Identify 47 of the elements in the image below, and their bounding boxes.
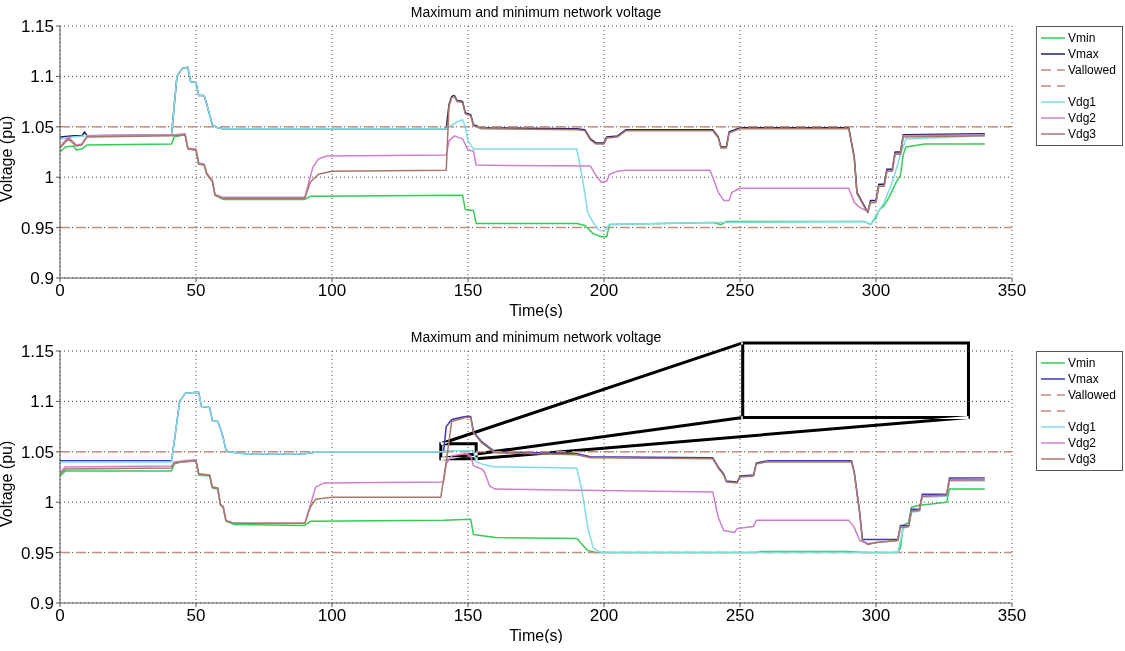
legend-label: Vdg3 [1068, 127, 1097, 141]
x-tick-label: 100 [317, 281, 347, 301]
line-series [60, 95, 986, 213]
line-series [60, 133, 986, 213]
y-tick-label: 1 [44, 493, 54, 513]
y-tick-label: 0.9 [30, 594, 54, 614]
y-tick-label: 1.05 [20, 117, 54, 137]
y-tick-label: 0.9 [30, 269, 54, 289]
x-tick-label: 0 [55, 606, 65, 626]
x-tick-label: 300 [861, 606, 891, 626]
y-tick-label: 0.95 [20, 218, 54, 238]
y-tick-label: 1 [44, 168, 54, 188]
x-tick-label: 300 [861, 281, 891, 301]
line-series [60, 416, 986, 546]
y-tick-label: 1.15 [20, 17, 54, 37]
legend-label: Vdg1 [1068, 95, 1097, 109]
y-tick-label: 1.15 [20, 342, 54, 362]
legend-label: Vmax [1068, 372, 1099, 386]
legend-label: Vdg3 [1068, 452, 1097, 466]
y-tick-label: 1.1 [30, 67, 54, 87]
x-tick-label: 100 [317, 606, 347, 626]
legend-label: Vallowed [1068, 388, 1116, 402]
x-tick-label: 200 [589, 281, 619, 301]
legend-label: Vmax [1068, 47, 1099, 61]
y-axis-title: Voltage (pu) [0, 115, 15, 202]
chart-title: Maximum and minimum network voltage [409, 329, 663, 345]
x-tick-label: 0 [55, 281, 65, 301]
y-tick-label: 0.95 [20, 543, 54, 563]
x-tick-label: 200 [589, 606, 619, 626]
x-tick-label: 150 [453, 606, 483, 626]
x-tick-label: 350 [997, 606, 1027, 626]
x-tick-label: 50 [186, 281, 206, 301]
chart-title: Maximum and minimum network voltage [409, 4, 663, 20]
x-tick-label: 150 [453, 281, 483, 301]
x-tick-label: 250 [725, 606, 755, 626]
legend-label: Vdg2 [1068, 111, 1097, 125]
x-tick-label: 250 [725, 281, 755, 301]
x-tick-label: 350 [997, 281, 1027, 301]
legend-label: Vdg1 [1068, 420, 1097, 434]
legend-label: Vmin [1068, 356, 1096, 370]
y-tick-label: 1.05 [20, 442, 54, 462]
legend-label: Vmin [1068, 31, 1096, 45]
y-tick-label: 1.1 [30, 392, 54, 412]
x-tick-label: 50 [186, 606, 206, 626]
legend-label: Vallowed [1068, 63, 1116, 77]
y-axis-title: Voltage (pu) [0, 440, 15, 527]
legend-label: Vdg2 [1068, 436, 1097, 450]
